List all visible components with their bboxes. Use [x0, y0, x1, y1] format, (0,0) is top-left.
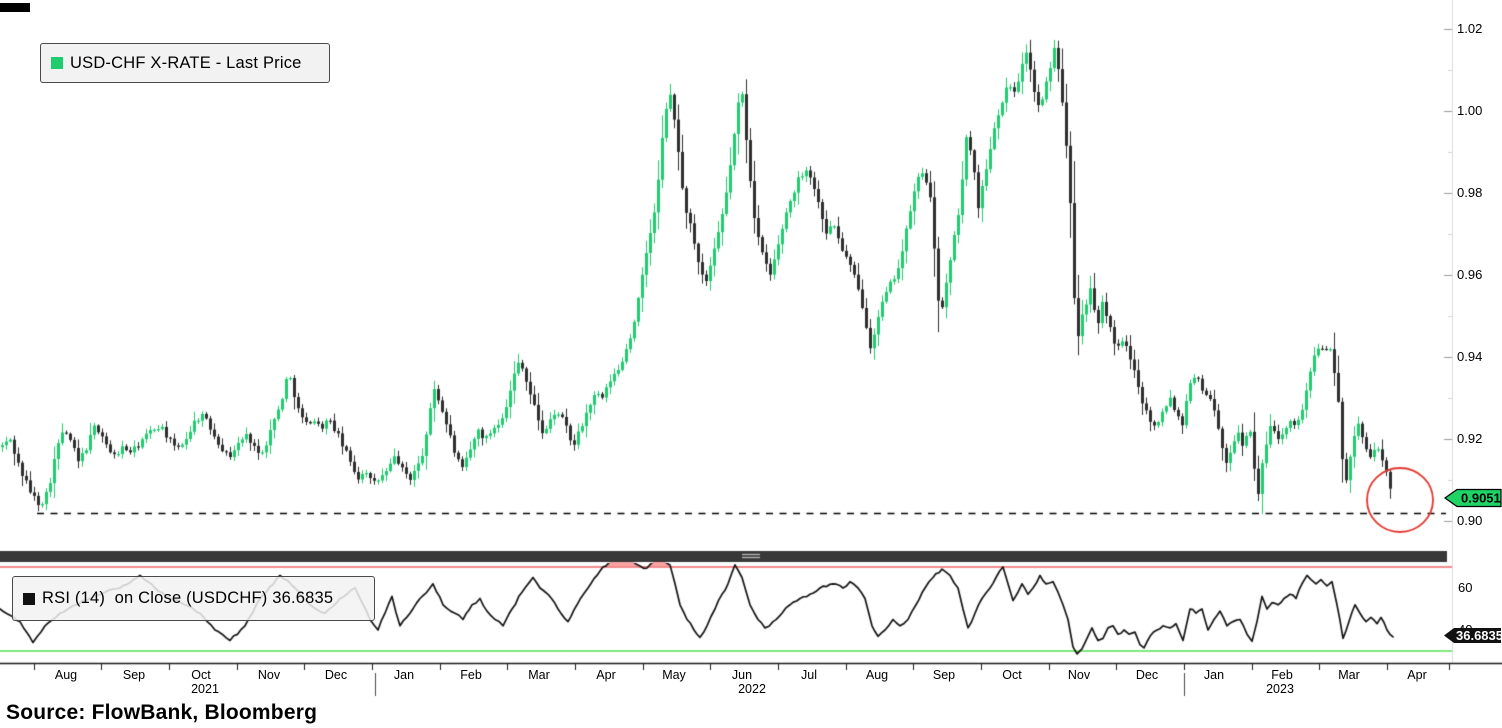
- price-series-legend-label: USD-CHF X-RATE - Last Price: [70, 53, 302, 72]
- rsi-swatch-icon: [23, 592, 35, 605]
- time-axis-month-label: Sep: [932, 668, 956, 682]
- time-axis-month-label: Sep: [122, 668, 146, 682]
- time-axis-year-label: 2021: [191, 682, 219, 696]
- time-axis-year-label: 2023: [1266, 682, 1294, 696]
- time-axis-month-label: Dec: [324, 668, 348, 682]
- time-axis-month-label: Nov: [257, 668, 281, 682]
- rsi-legend-label: RSI (14) on Close (USDCHF) 36.6835: [42, 589, 334, 607]
- time-axis-month-label: Jan: [1203, 668, 1225, 682]
- time-axis-month-label: Jun: [731, 668, 753, 682]
- time-axis-month-label: Nov: [1067, 668, 1091, 682]
- rsi-legend[interactable]: RSI (14) on Close (USDCHF) 36.6835: [12, 576, 375, 621]
- time-axis-month-label: Oct: [191, 668, 211, 682]
- price-axis-tick-label: 0.96: [1457, 267, 1483, 282]
- source-attribution: Source: FlowBank, Bloomberg: [6, 701, 318, 724]
- time-axis-month-label: Mar: [528, 668, 550, 682]
- time-axis-month-label: Dec: [1135, 668, 1159, 682]
- corner-mark: [0, 3, 30, 12]
- last-price-badge: 0.9051: [1443, 488, 1502, 508]
- time-axis-month-label: Oct: [1002, 668, 1022, 682]
- time-axis-month-label: Aug: [54, 668, 78, 682]
- rsi-value-badge: 36.6835: [1444, 628, 1502, 643]
- rsi-value-badge-value: 36.6835: [1456, 628, 1502, 643]
- price-axis-tick-label: 1.02: [1457, 21, 1483, 36]
- time-axis-month-label: Feb: [460, 668, 482, 682]
- time-axis-month-label: Feb: [1271, 668, 1293, 682]
- time-axis-month-label: Jul: [801, 668, 817, 682]
- time-axis-month-label: Mar: [1338, 668, 1360, 682]
- last-price-badge-value: 0.9051: [1461, 491, 1501, 506]
- rsi-value-badge-arrow-icon: [1444, 628, 1501, 643]
- last-price-badge-arrow-icon: [1443, 488, 1502, 508]
- time-axis-year-label: 2022: [738, 682, 766, 696]
- time-axis-month-label: Jan: [393, 668, 415, 682]
- time-axis-month-label: Apr: [596, 668, 616, 682]
- price-series-swatch-icon: [51, 57, 63, 69]
- price-axis-tick-label: 0.98: [1457, 185, 1483, 200]
- time-axis-month-label: May: [662, 668, 686, 682]
- price-axis-tick-label: 0.90: [1457, 513, 1483, 528]
- price-axis-tick-label: 0.92: [1457, 431, 1483, 446]
- price-axis-tick-label: 1.00: [1457, 103, 1483, 118]
- price-series-legend[interactable]: USD-CHF X-RATE - Last Price: [40, 43, 330, 83]
- time-axis-month-label: Aug: [865, 668, 889, 682]
- time-axis-month-label: Apr: [1407, 668, 1427, 682]
- price-axis-tick-label: 0.94: [1457, 349, 1483, 364]
- rsi-axis-tick-label: 60: [1458, 580, 1473, 595]
